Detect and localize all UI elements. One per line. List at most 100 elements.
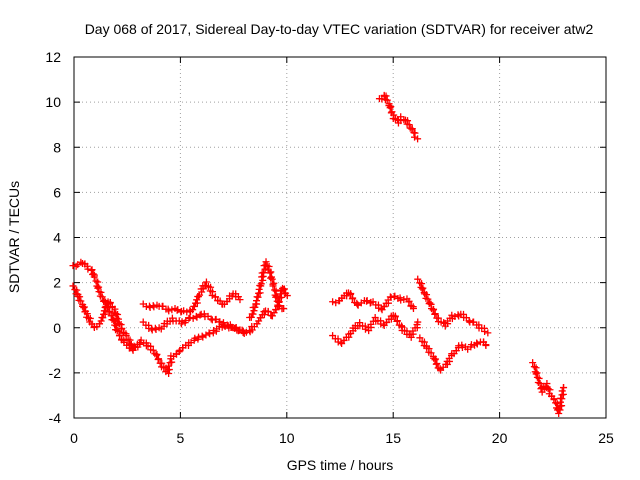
data-point [283, 292, 291, 300]
data-point [405, 121, 413, 129]
data-point [208, 291, 216, 299]
series-plateau-low [137, 320, 248, 377]
tick-layer: 0 5 10 15 20 25 -4 -2 0 2 4 6 8 10 12 [45, 49, 614, 446]
series-high-arc [375, 91, 422, 143]
data-point [165, 369, 173, 377]
data-point [532, 370, 540, 378]
data-point [127, 341, 135, 349]
data-point [186, 314, 194, 322]
y-tick-label: -4 [49, 410, 62, 426]
data-point [532, 364, 540, 372]
data-point [431, 356, 439, 364]
data-point [122, 332, 130, 340]
data-point [411, 133, 419, 141]
grid-layer [74, 57, 606, 418]
y-tick-label: 6 [53, 184, 61, 200]
data-point [557, 394, 565, 402]
data-point [87, 266, 95, 274]
data-point [196, 311, 204, 319]
data-point [386, 104, 394, 112]
data-point [105, 308, 113, 316]
data-point [92, 277, 100, 285]
data-point [431, 310, 439, 318]
data-point [191, 334, 199, 342]
data-point [97, 317, 105, 325]
data-point [481, 328, 489, 336]
data-point [193, 299, 201, 307]
data-point [253, 293, 261, 301]
marks-layer [69, 91, 568, 417]
data-point [115, 332, 123, 340]
x-tick-label: 10 [279, 430, 295, 446]
data-point [414, 135, 422, 143]
data-point [534, 379, 542, 386]
data-point [247, 313, 255, 321]
data-point [194, 292, 202, 300]
series-cluster-9h [246, 258, 291, 322]
data-point [239, 329, 247, 337]
data-point [409, 305, 417, 312]
data-point [178, 318, 186, 326]
data-point [268, 275, 276, 283]
data-point [267, 268, 275, 276]
data-point [100, 307, 108, 315]
data-point [424, 295, 432, 303]
data-point [236, 296, 244, 304]
data-point [482, 341, 490, 349]
data-point [348, 295, 356, 303]
data-point [535, 374, 543, 382]
data-point [269, 282, 277, 290]
data-point [391, 313, 399, 321]
data-point [555, 406, 563, 414]
data-point [114, 311, 122, 319]
data-point [550, 395, 558, 403]
data-point [414, 318, 422, 326]
data-point [260, 269, 268, 277]
data-point [418, 285, 426, 293]
data-point [152, 351, 160, 359]
data-point [190, 302, 198, 310]
data-point [484, 329, 492, 337]
data-point [440, 319, 448, 327]
data-point [77, 297, 85, 305]
data-point [165, 366, 173, 374]
y-tick-label: -2 [49, 365, 62, 381]
y-tick-label: 12 [45, 49, 61, 65]
data-point [114, 315, 122, 323]
data-point [101, 303, 109, 311]
data-point [465, 317, 473, 325]
data-point [267, 274, 275, 282]
data-point [432, 360, 440, 368]
data-point [154, 355, 162, 363]
data-point [240, 329, 248, 337]
data-point [94, 278, 102, 286]
y-tick-label: 4 [53, 230, 61, 246]
data-point [256, 289, 264, 297]
y-tick-label: 10 [45, 94, 61, 110]
data-point [559, 384, 567, 392]
series-evening-cluster [529, 359, 568, 417]
series-late-lower [416, 334, 490, 374]
data-point [77, 258, 85, 266]
series-mid-day-upper [329, 289, 417, 314]
data-point [393, 317, 401, 325]
series-late-upper [414, 275, 492, 337]
data-point [111, 305, 119, 313]
data-point [252, 300, 260, 308]
data-point [149, 346, 157, 354]
x-tick-label: 15 [385, 430, 401, 446]
y-axis-label: SDTVAR / TECUs [6, 181, 22, 293]
data-point [467, 341, 475, 349]
data-point [90, 273, 98, 281]
data-point [558, 402, 566, 410]
data-point [536, 380, 544, 388]
data-point [69, 282, 77, 290]
data-point [529, 359, 537, 367]
data-point [118, 325, 126, 333]
data-point [429, 306, 437, 314]
data-point [416, 334, 424, 342]
x-tick-label: 25 [598, 430, 614, 446]
data-point [558, 387, 566, 395]
data-point [80, 304, 88, 312]
